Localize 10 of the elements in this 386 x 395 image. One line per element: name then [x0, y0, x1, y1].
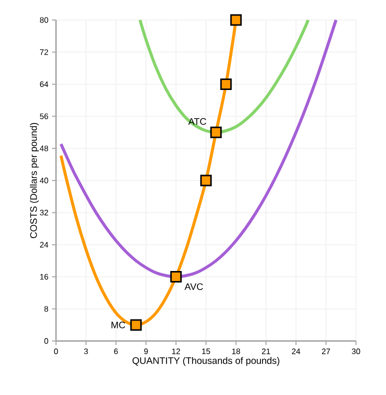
point — [130, 319, 142, 331]
point — [210, 126, 222, 138]
annotation: AVC — [184, 283, 203, 290]
annotation: MC — [112, 322, 126, 328]
point — [220, 78, 232, 90]
point — [200, 174, 212, 186]
point — [230, 14, 242, 26]
x-axis-title: QUANTITY (Thousands of pounds) — [132, 357, 280, 366]
y-axis-title: COSTS (Dollars per pound) — [30, 122, 39, 238]
point — [170, 271, 182, 283]
